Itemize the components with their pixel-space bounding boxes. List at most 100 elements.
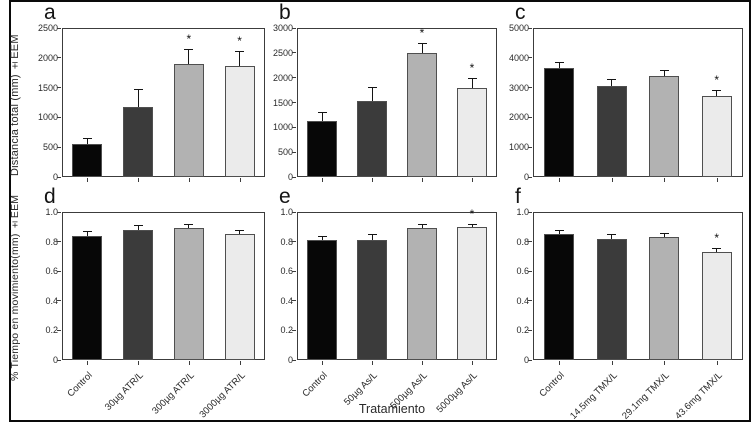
error-bar-cap [554, 229, 564, 231]
y-tick-label: 1.0 [280, 207, 293, 217]
y-tick-label: 0 [523, 172, 529, 182]
error-bar-cap [554, 61, 564, 63]
bar [224, 234, 255, 360]
y-tick-label: 0.6 [45, 266, 58, 277]
x-tick-mark [472, 178, 473, 182]
y-tick-label: 4000 [508, 52, 529, 63]
bar [407, 53, 437, 177]
error-bar-cap [82, 231, 92, 233]
y-tick-label: 0.6 [516, 266, 529, 277]
bar [173, 228, 204, 360]
y-tick-mark [528, 359, 532, 361]
y-tick-label: 2000 [508, 112, 529, 123]
y-tick-mark [292, 300, 296, 302]
y-tick-label: 1.0 [45, 207, 58, 217]
y-tick-mark [57, 329, 61, 331]
plot-area [297, 28, 497, 177]
error-bar [137, 89, 139, 108]
bar [72, 144, 103, 177]
bar [544, 234, 575, 360]
y-tick-label: 2500 [272, 47, 293, 58]
y-tick-label: 3000 [508, 82, 529, 93]
y-tick-label: 0.6 [280, 266, 293, 277]
y-tick-label: 0.2 [516, 325, 529, 336]
y-tick-mark [528, 211, 532, 213]
y-tick-mark [528, 116, 532, 118]
significance-star: * [186, 32, 192, 47]
error-bar-cap [467, 78, 477, 80]
y-tick-label: 500 [277, 147, 293, 158]
bar [123, 107, 154, 177]
error-bar-cap [82, 137, 92, 139]
bar [72, 235, 103, 360]
error-bar [86, 137, 88, 145]
y-tick-mark [57, 87, 61, 89]
x-tick-mark [716, 178, 718, 182]
bar [173, 63, 204, 177]
y-tick-mark [292, 211, 296, 213]
x-tick-mark [472, 361, 473, 365]
y-tick-mark [528, 241, 532, 243]
y-tick-mark [57, 241, 61, 243]
x-tick-mark [559, 361, 561, 365]
error-bar-cap [659, 70, 669, 72]
plot-area [297, 212, 497, 360]
y-tick-label: 2500 [37, 23, 58, 33]
error-bar [86, 231, 88, 236]
error-bar [421, 42, 423, 54]
y-tick-mark [292, 77, 296, 79]
figure-border [9, 0, 751, 422]
significance-star: * [469, 206, 475, 221]
x-tick-label: 3000µg ATR/L [197, 370, 248, 421]
y-tick-label: 1000 [508, 142, 529, 153]
error-bar [137, 225, 139, 230]
bar [457, 226, 487, 360]
error-bar-cap [367, 234, 377, 236]
y-tick-mark [292, 102, 296, 103]
y-tick-label: 0.4 [516, 295, 529, 306]
plot-area [533, 28, 743, 177]
significance-star: * [419, 25, 425, 40]
bar [123, 229, 154, 360]
error-bar [321, 111, 323, 121]
error-bar [421, 223, 423, 229]
y-tick-label: 0 [287, 172, 293, 182]
x-tick-mark [559, 178, 561, 182]
y-tick-label: 2000 [272, 72, 293, 83]
x-tick-mark [422, 178, 423, 182]
y-tick-mark [528, 57, 532, 59]
y-tick-label: 1500 [37, 82, 58, 93]
y-tick-label: 500 [42, 142, 58, 153]
error-bar-cap [417, 223, 427, 225]
error-bar [611, 234, 613, 239]
panel-letter: b [279, 1, 291, 24]
error-bar-cap [417, 42, 427, 44]
error-bar [558, 229, 560, 235]
x-tick-mark [422, 361, 423, 365]
error-bar [663, 70, 665, 76]
y-tick-mark [528, 329, 532, 331]
error-bar [471, 78, 473, 89]
y-tick-mark [57, 116, 61, 118]
error-bar-cap [467, 223, 477, 225]
error-bar-cap [607, 79, 617, 81]
y-tick-label: 0.8 [280, 236, 293, 247]
error-bar [663, 232, 665, 238]
y-tick-mark [292, 359, 296, 361]
error-bar [371, 87, 373, 101]
panel-letter: d [44, 185, 56, 208]
x-tick-mark [664, 178, 666, 182]
y-tick-label: 5000 [508, 23, 529, 33]
error-bar-cap [712, 247, 722, 249]
y-tick-label: 0 [523, 355, 529, 365]
y-tick-mark [528, 87, 532, 89]
bar [596, 238, 627, 360]
y-tick-label: 1000 [37, 112, 58, 123]
error-bar-cap [607, 234, 617, 236]
bar [307, 240, 337, 360]
x-tick-mark [322, 178, 323, 182]
x-tick-mark [372, 361, 373, 365]
y-tick-mark [292, 27, 296, 29]
y-tick-label: 1500 [272, 97, 293, 108]
